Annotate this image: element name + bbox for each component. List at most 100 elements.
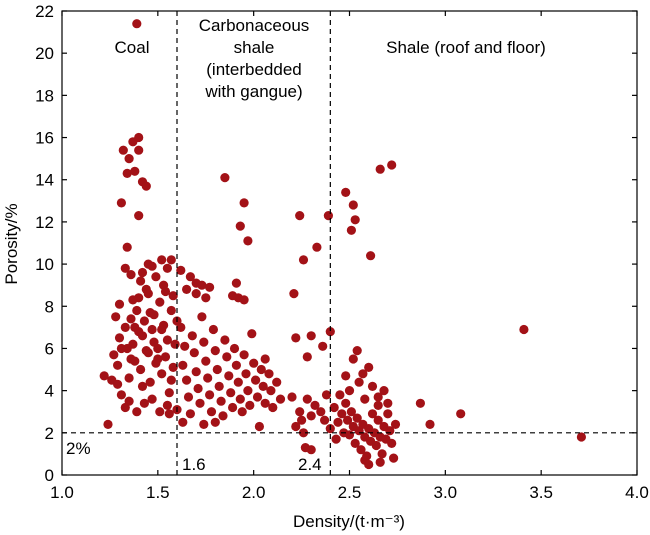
data-point [264,369,274,379]
data-point [260,354,270,364]
data-point [383,409,393,419]
data-point [233,377,243,387]
data-point [254,421,264,432]
data-point [162,263,172,273]
data-point [383,398,393,408]
data-point [306,411,316,421]
data-point [176,265,186,275]
data-point [120,263,130,273]
data-point [341,398,351,408]
data-point [130,356,140,366]
data-point [218,411,228,421]
data-point [310,400,320,410]
data-point [187,331,197,341]
data-point [147,324,157,335]
data-point [182,375,192,385]
data-point [210,346,220,356]
data-point [113,379,123,389]
y-tick-label: 14 [35,171,54,190]
data-point [373,400,383,410]
data-point [139,316,149,326]
data-point [132,19,142,29]
data-point [335,390,345,400]
data-point [287,392,297,402]
y-tick-label: 8 [45,297,54,316]
data-point [341,187,351,197]
y-tick-label: 0 [45,466,54,485]
data-point [182,284,192,294]
data-point [153,354,163,364]
data-point [239,295,249,305]
data-point [216,396,226,406]
data-point [272,377,282,387]
data-point [243,236,253,246]
data-point [364,362,374,372]
data-point [126,270,136,280]
data-point [145,377,155,387]
data-point [266,386,276,396]
data-point [367,381,378,391]
porosity-line-label: 2% [66,439,91,458]
x-tick-label: 2.0 [242,483,266,502]
data-point [160,352,171,362]
zone-label-carbonaceous-3: (interbedded [206,60,301,79]
data-point [155,407,165,417]
data-point [243,386,253,396]
data-point [346,225,356,235]
data-point [134,211,144,221]
data-point [331,434,341,444]
data-point [348,200,358,210]
data-point [320,415,330,425]
data-point [116,390,126,400]
y-tick-label: 6 [45,339,54,358]
data-point [329,402,339,413]
data-point [199,419,209,429]
data-point [178,417,188,427]
data-point [316,407,326,417]
y-tick-label: 10 [35,255,54,274]
data-point [191,289,201,299]
data-point [228,402,238,413]
y-tick-label: 4 [45,382,54,401]
data-point [124,396,134,406]
data-point [132,407,142,417]
data-point [128,295,138,305]
density-line-label-1: 1.6 [182,455,206,474]
zone-label-coal: Coal [115,38,150,57]
data-point [226,388,236,398]
annotations: Coal Carbonaceous shale (interbedded wit… [2,16,546,531]
data-point [222,352,232,362]
data-point [297,415,307,425]
data-point [249,358,259,368]
data-point [312,242,322,252]
data-point [302,352,312,362]
data-point [189,348,199,358]
data-point [212,364,222,375]
data-point [157,369,167,379]
data-point [379,386,389,396]
data-point [235,221,245,231]
data-point [197,280,207,290]
data-point [389,453,399,463]
data-point [147,394,157,404]
data-point [425,419,435,429]
data-point [291,421,301,432]
data-point [136,364,146,375]
x-tick-label: 2.5 [338,483,362,502]
data-point [149,337,159,347]
data-point [352,346,362,356]
y-tick-label: 22 [35,2,54,21]
data-point [235,394,245,404]
data-point [321,390,332,400]
data-point [247,329,257,339]
data-point [205,390,215,400]
data-point [183,392,194,402]
data-point [126,314,136,324]
data-point [124,373,134,383]
data-point [268,402,278,413]
data-point [210,417,220,427]
x-axis-title: Density/(t·m⁻³) [293,512,405,531]
data-point [191,367,201,377]
data-point [231,278,241,288]
data-point [348,354,358,364]
